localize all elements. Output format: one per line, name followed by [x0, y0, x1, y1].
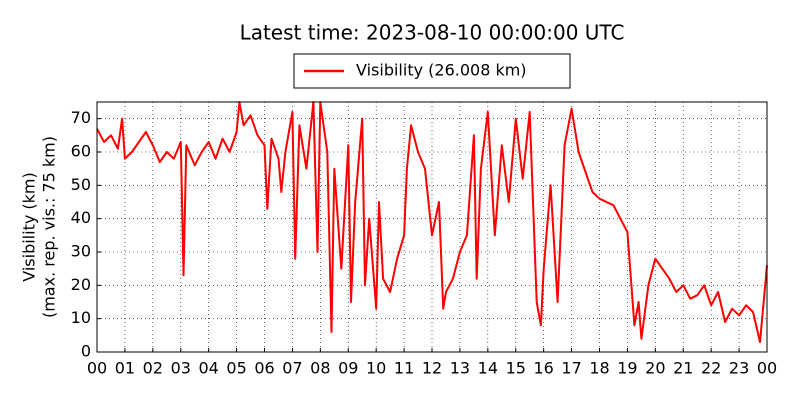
- y-tick-label: 60: [71, 142, 91, 161]
- x-tick-label: 13: [450, 359, 470, 378]
- chart-title: Latest time: 2023-08-10 00:00:00 UTC: [240, 21, 625, 45]
- y-tick-label: 50: [71, 175, 91, 194]
- x-tick-label: 10: [366, 359, 386, 378]
- x-tick-label: 16: [533, 359, 553, 378]
- x-tick-label: 19: [617, 359, 637, 378]
- y-tick-label: 20: [71, 275, 91, 294]
- x-tick-label: 01: [115, 359, 135, 378]
- y-tick-label: 10: [71, 308, 91, 327]
- y-tick-label: 30: [71, 242, 91, 261]
- x-tick-label: 00: [757, 359, 777, 378]
- y-tick-label: 0: [81, 342, 91, 361]
- x-tick-label: 00: [87, 359, 107, 378]
- x-tick-label: 07: [282, 359, 302, 378]
- legend-label: Visibility (26.008 km): [356, 61, 527, 80]
- x-tick-label: 04: [198, 359, 218, 378]
- plot-frame: [96, 101, 768, 353]
- y-tick-label: 40: [71, 208, 91, 227]
- x-tick-label: 03: [171, 359, 191, 378]
- x-tick-label: 17: [561, 359, 581, 378]
- x-tick-label: 21: [673, 359, 693, 378]
- x-tick-label: 14: [478, 359, 498, 378]
- x-tick-label: 20: [645, 359, 665, 378]
- x-tick-label: 23: [729, 359, 749, 378]
- x-tick-label: 09: [338, 359, 358, 378]
- data-line: [96, 101, 768, 343]
- x-tick-label: 18: [589, 359, 609, 378]
- y-tick-label: 70: [71, 108, 91, 127]
- x-tick-label: 05: [226, 359, 246, 378]
- x-tick-label: 06: [254, 359, 274, 378]
- y-axis-label: Visibility (km): [20, 172, 39, 281]
- x-tick-label: 22: [701, 359, 721, 378]
- x-tick-label: 08: [310, 359, 330, 378]
- x-tick-label: 02: [143, 359, 163, 378]
- x-tick-label: 12: [422, 359, 442, 378]
- x-tick-label: 15: [506, 359, 526, 378]
- x-tick-label: 11: [394, 359, 414, 378]
- y-axis-label: (max. rep. vis.: 75 km): [40, 136, 59, 318]
